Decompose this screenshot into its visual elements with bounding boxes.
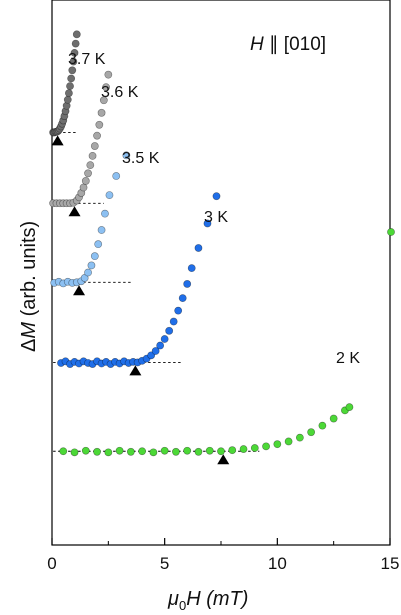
onset-marker-3-7-k — [51, 135, 64, 146]
point-2-k-22 — [307, 428, 316, 437]
point-2-k-1 — [70, 448, 79, 457]
point-2-k-0 — [59, 447, 68, 456]
point-2-k-edge — [387, 228, 395, 236]
point-3-5-k-8 — [84, 268, 92, 277]
point-2-k-7 — [138, 447, 147, 456]
point-3-7-k-17 — [68, 66, 77, 75]
point-3-5-k-10 — [90, 252, 99, 261]
curve-label-3-7-k: 3.7 K — [68, 51, 106, 68]
point-2-k-2 — [81, 446, 90, 455]
point-2-k-11 — [183, 446, 192, 455]
point-3-7-k-18 — [69, 57, 78, 66]
curve-labels: 3.7 K 3.6 K 3.5 K 3 K 2 K — [68, 51, 360, 367]
point-3-6-k-19 — [99, 96, 108, 105]
point-3-k-32 — [212, 192, 221, 201]
x-tick-label-10: 10 — [268, 554, 287, 573]
point-3-7-k-15 — [66, 82, 74, 91]
data-points — [49, 30, 395, 457]
point-3-6-k-11 — [81, 177, 90, 185]
point-2-k-24 — [329, 414, 338, 423]
point-3-5-k-14 — [105, 191, 114, 200]
point-3-k-30 — [194, 244, 203, 252]
point-2-k-21 — [295, 433, 304, 442]
x-tick-label-5: 5 — [160, 554, 169, 573]
point-2-k-12 — [194, 447, 203, 456]
point-3-6-k-10 — [79, 183, 88, 192]
point-2-k-3 — [93, 447, 101, 456]
point-2-k-19 — [273, 440, 282, 449]
curve-label-3-k: 3 K — [204, 209, 228, 226]
point-2-k-23 — [318, 421, 327, 430]
point-3-k-20 — [147, 351, 156, 360]
point-3-k-29 — [187, 264, 196, 273]
point-3-k-22 — [156, 341, 165, 350]
point-2-k-4 — [104, 448, 113, 457]
point-2-k-5 — [115, 446, 124, 455]
point-3-6-k-13 — [86, 161, 95, 170]
x-axis-ticks: 0 5 10 15 — [47, 538, 399, 573]
point-2-k-16 — [239, 445, 248, 453]
onset-marker-3-k — [129, 365, 142, 376]
point-3-7-k-13 — [63, 95, 72, 104]
point-3-6-k-20 — [102, 83, 110, 92]
point-3-6-k-15 — [90, 142, 99, 150]
point-3-k-26 — [174, 306, 183, 315]
point-3-7-k-20 — [71, 39, 80, 48]
y-axis-title: ΔM (arb. units) — [18, 221, 40, 352]
onset-marker-2-k — [217, 454, 230, 465]
point-3-6-k-12 — [84, 169, 92, 178]
point-2-k-26 — [345, 403, 354, 412]
x-tick-label-15: 15 — [381, 554, 400, 573]
field-direction-annotation: H ∥ [010] — [250, 34, 326, 55]
point-3-5-k-13 — [101, 209, 109, 218]
point-3-k-24 — [165, 326, 174, 335]
point-3-5-k-7 — [80, 274, 89, 282]
point-3-7-k-16 — [67, 74, 76, 83]
point-3-6-k-17 — [95, 120, 104, 129]
point-2-k-18 — [262, 442, 270, 451]
point-3-5-k-12 — [97, 226, 106, 234]
point-2-k-15 — [228, 446, 237, 455]
curve-label-2-k: 2 K — [336, 350, 360, 367]
point-3-6-k-21 — [104, 70, 113, 79]
point-3-7-k-14 — [65, 89, 73, 98]
point-3-k-28 — [183, 280, 192, 288]
curve-label-3-5-k: 3.5 K — [122, 150, 160, 167]
point-2-k-17 — [250, 444, 259, 452]
point-2-k-14 — [217, 447, 225, 456]
point-2-k-6 — [126, 447, 135, 456]
curve-label-3-6-k: 3.6 K — [101, 84, 139, 101]
point-3-k-25 — [169, 317, 178, 326]
point-3-k-31 — [203, 219, 212, 228]
point-3-5-k-15 — [112, 172, 121, 180]
point-3-7-k-19 — [70, 48, 79, 57]
point-3-k-27 — [178, 294, 187, 303]
x-axis-title: μ0H (mT) — [167, 588, 248, 613]
point-2-k-10 — [172, 447, 180, 456]
point-3-k-21 — [151, 347, 160, 355]
point-2-k-9 — [160, 446, 169, 455]
point-3-7-k-21 — [72, 30, 81, 39]
onset-markers — [51, 135, 230, 465]
x-tick-label-0: 0 — [47, 554, 56, 573]
point-3-5-k-16 — [122, 151, 131, 160]
point-3-5-k-9 — [87, 261, 96, 270]
point-3-6-k-14 — [88, 151, 97, 160]
point-2-k-20 — [284, 437, 293, 446]
onset-marker-3-5-k — [73, 285, 86, 296]
point-3-6-k-16 — [93, 131, 101, 140]
point-3-k-23 — [160, 335, 169, 343]
point-3-6-k-18 — [97, 108, 106, 117]
point-2-k-8 — [149, 448, 158, 457]
point-2-k-13 — [205, 446, 214, 455]
onset-marker-3-6-k — [68, 206, 81, 217]
point-3-5-k-11 — [94, 240, 103, 249]
